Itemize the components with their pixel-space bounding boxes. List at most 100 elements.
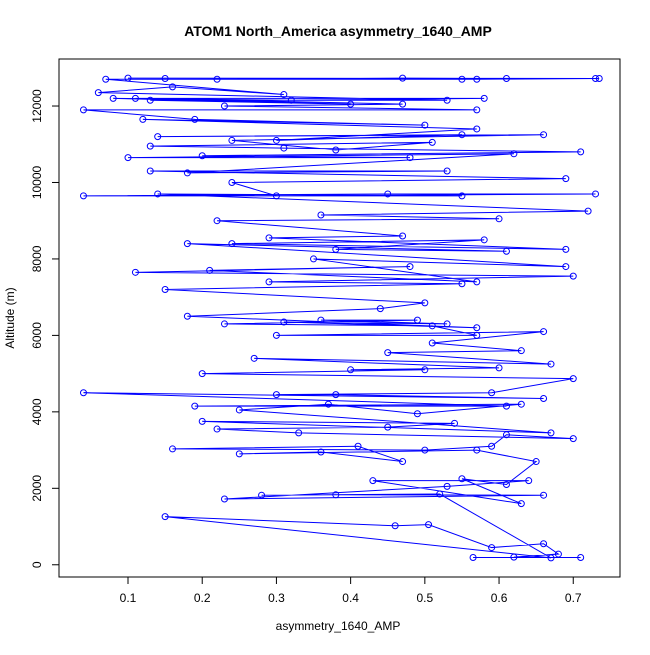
- data-point: [413, 316, 421, 324]
- data-point: [228, 136, 236, 144]
- y-tick-label: 6000: [30, 322, 44, 349]
- data-point: [369, 477, 377, 485]
- data-point: [473, 278, 481, 286]
- x-tick-label: 0.3: [268, 591, 285, 605]
- data-point: [413, 410, 421, 418]
- data-point: [280, 91, 288, 99]
- data-point: [540, 328, 548, 336]
- data-point: [191, 115, 199, 123]
- data-point: [473, 324, 481, 332]
- data-point: [265, 234, 273, 242]
- data-point: [287, 96, 295, 104]
- data-point: [458, 280, 466, 288]
- data-point: [451, 419, 459, 427]
- data-point: [198, 417, 206, 425]
- data-point: [592, 74, 600, 82]
- data-point: [220, 495, 228, 503]
- data-point: [540, 540, 548, 548]
- data-point: [502, 431, 510, 439]
- x-tick-label: 0.7: [565, 591, 582, 605]
- data-point: [332, 245, 340, 253]
- data-point: [421, 299, 429, 307]
- data-point: [79, 192, 87, 200]
- data-point: [488, 544, 496, 552]
- data-point: [443, 96, 451, 104]
- data-point: [384, 349, 392, 357]
- data-point: [131, 94, 139, 102]
- data-point: [525, 477, 533, 485]
- data-point: [488, 442, 496, 450]
- y-tick-label: 0: [30, 561, 44, 568]
- data-point: [399, 74, 407, 82]
- data-point: [458, 131, 466, 139]
- data-point: [131, 268, 139, 276]
- data-point: [161, 74, 169, 82]
- x-tick-label: 0.4: [342, 591, 359, 605]
- data-point: [569, 272, 577, 280]
- data-point: [391, 522, 399, 530]
- data-point: [547, 360, 555, 368]
- data-point: [532, 458, 540, 466]
- y-axis-label: Altitude (m): [3, 287, 17, 348]
- data-point: [213, 425, 221, 433]
- data-point: [443, 320, 451, 328]
- data-point: [213, 75, 221, 83]
- x-tick-label: 0.5: [416, 591, 433, 605]
- data-point: [228, 240, 236, 248]
- data-point: [540, 491, 548, 499]
- data-point: [272, 192, 280, 200]
- data-point: [510, 150, 518, 158]
- data-point: [198, 370, 206, 378]
- data-point: [428, 138, 436, 146]
- data-point: [79, 389, 87, 397]
- data-point: [280, 144, 288, 152]
- data-point: [228, 178, 236, 186]
- data-point: [406, 263, 414, 271]
- chart-title: ATOM1 North_America asymmetry_1640_AMP: [184, 23, 492, 39]
- data-point: [428, 339, 436, 347]
- data-point: [258, 491, 266, 499]
- data-point: [517, 400, 525, 408]
- data-point: [146, 142, 154, 150]
- data-point: [540, 394, 548, 402]
- data-point: [169, 445, 177, 453]
- data-point: [473, 125, 481, 133]
- data-point: [480, 236, 488, 244]
- data-point: [473, 106, 481, 114]
- data-point: [324, 400, 332, 408]
- data-point: [354, 442, 362, 450]
- data-point: [562, 245, 570, 253]
- data-point: [502, 402, 510, 410]
- data-point: [562, 175, 570, 183]
- data-point: [562, 263, 570, 271]
- data-point: [584, 207, 592, 215]
- data-point: [577, 148, 585, 156]
- data-line: [83, 77, 600, 559]
- data-point: [220, 102, 228, 110]
- data-point: [458, 192, 466, 200]
- data-point: [272, 391, 280, 399]
- data-point: [443, 167, 451, 175]
- data-point: [443, 482, 451, 490]
- data-point: [154, 190, 162, 198]
- data-point: [592, 190, 600, 198]
- data-point: [421, 121, 429, 129]
- data-point: [399, 232, 407, 240]
- data-point: [146, 167, 154, 175]
- data-point: [102, 75, 110, 83]
- data-point: [347, 366, 355, 374]
- data-point: [569, 375, 577, 383]
- data-point: [495, 215, 503, 223]
- data-point: [124, 154, 132, 162]
- data-point: [169, 83, 177, 91]
- x-tick-label: 0.6: [491, 591, 508, 605]
- data-point: [425, 521, 433, 529]
- y-tick-label: 8000: [30, 245, 44, 272]
- data-point: [161, 286, 169, 294]
- data-point: [577, 554, 585, 562]
- data-point: [154, 133, 162, 141]
- data-point: [473, 331, 481, 339]
- data-point: [161, 513, 169, 521]
- x-tick-label: 0.2: [194, 591, 211, 605]
